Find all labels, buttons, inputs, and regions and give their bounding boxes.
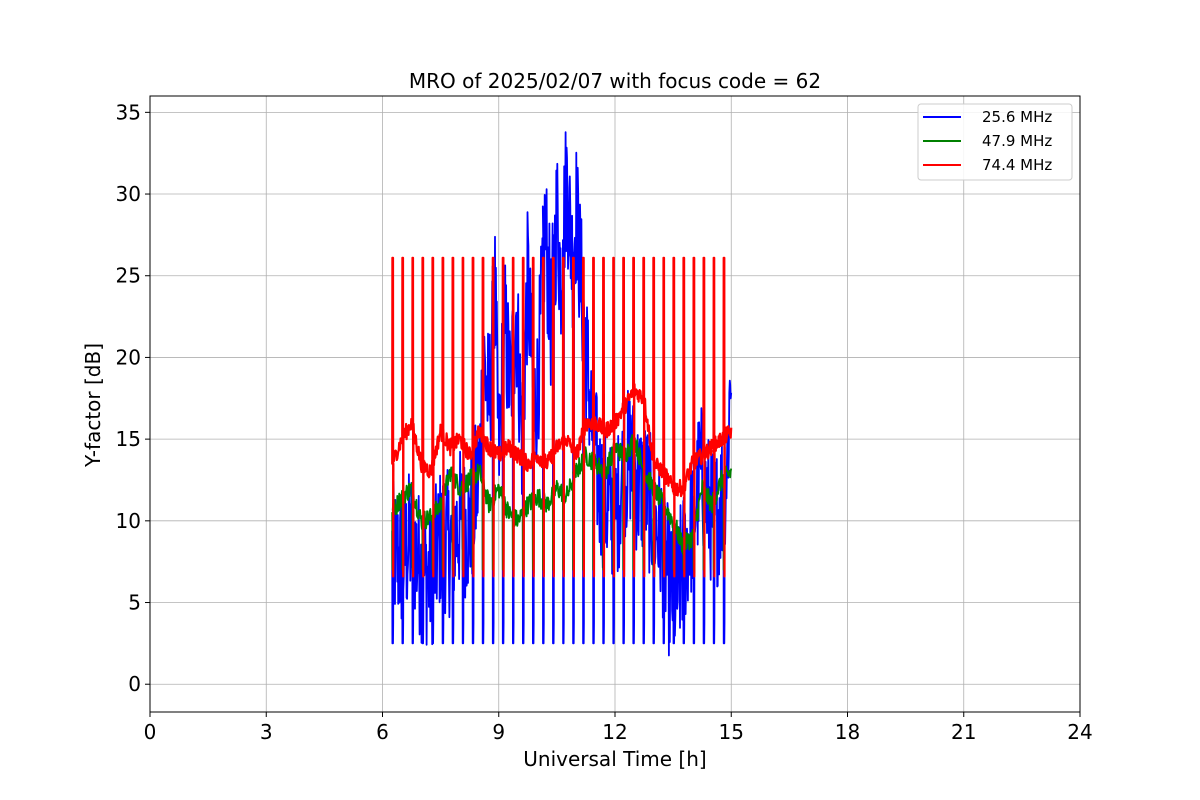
y-tick-label: 25 bbox=[116, 264, 141, 288]
plot-area bbox=[391, 131, 733, 657]
x-tick-label: 21 bbox=[951, 720, 976, 744]
x-tick-label: 6 bbox=[376, 720, 389, 744]
series-line-74-4-mhz bbox=[391, 256, 733, 578]
legend-label-25-6: 25.6 MHz bbox=[982, 108, 1052, 126]
y-tick-label: 5 bbox=[128, 591, 141, 615]
legend-box bbox=[917, 103, 1073, 181]
x-tick-label: 15 bbox=[719, 720, 744, 744]
y-tick-label: 15 bbox=[116, 427, 141, 451]
y-tick-label: 10 bbox=[116, 509, 141, 533]
chart-title: MRO of 2025/02/07 with focus code = 62 bbox=[409, 69, 821, 93]
y-axis-label: Y-factor [dB] bbox=[81, 343, 105, 468]
y-tick-label: 20 bbox=[116, 345, 141, 369]
series-line-25-6-mhz bbox=[391, 131, 733, 657]
legend-label-74-4: 74.4 MHz bbox=[982, 156, 1052, 174]
x-tick-label: 24 bbox=[1067, 720, 1092, 744]
x-tick-label: 3 bbox=[260, 720, 273, 744]
x-axis-label: Universal Time [h] bbox=[523, 747, 706, 771]
legend: 25.6 MHz 47.9 MHz 74.4 MHz bbox=[917, 103, 1073, 181]
x-tick-label: 18 bbox=[835, 720, 860, 744]
x-tick-label: 12 bbox=[602, 720, 627, 744]
y-tick-label: 35 bbox=[116, 100, 141, 124]
x-tick-label: 0 bbox=[144, 720, 157, 744]
x-tick-label: 9 bbox=[492, 720, 505, 744]
legend-label-47-9: 47.9 MHz bbox=[982, 132, 1052, 150]
y-tick-label: 30 bbox=[116, 182, 141, 206]
y-tick-label: 0 bbox=[128, 672, 141, 696]
axis-ticks: 0 3 6 9 12 15 18 21 24 0 5 10 15 20 25 30 35 bbox=[116, 100, 1093, 744]
